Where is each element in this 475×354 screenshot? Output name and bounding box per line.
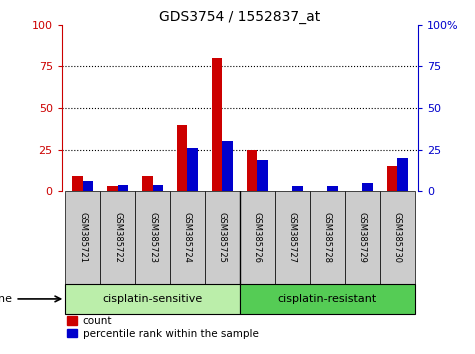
Bar: [327, 187, 338, 192]
Text: GSM385725: GSM385725: [218, 212, 227, 263]
Title: GDS3754 / 1552837_at: GDS3754 / 1552837_at: [159, 10, 321, 24]
Text: cisplatin-resistant: cisplatin-resistant: [277, 294, 377, 304]
Bar: [188, 148, 198, 192]
Text: cisplatin-sensitive: cisplatin-sensitive: [103, 294, 203, 304]
Bar: [222, 142, 233, 192]
Bar: [397, 158, 408, 192]
Text: GSM385726: GSM385726: [253, 212, 262, 263]
Bar: [72, 177, 83, 192]
Bar: [135, 192, 170, 284]
Bar: [240, 192, 275, 284]
Bar: [387, 166, 397, 192]
Bar: [177, 125, 188, 192]
Bar: [118, 185, 128, 192]
Text: GSM385723: GSM385723: [148, 212, 157, 263]
Text: GSM385724: GSM385724: [183, 212, 192, 263]
Text: GSM385729: GSM385729: [358, 212, 367, 263]
Bar: [292, 187, 303, 192]
Bar: [83, 182, 93, 192]
Bar: [240, 284, 415, 314]
Bar: [205, 192, 240, 284]
Legend: count, percentile rank within the sample: count, percentile rank within the sample: [67, 316, 258, 338]
Bar: [152, 185, 163, 192]
Bar: [345, 192, 380, 284]
Text: GSM385722: GSM385722: [113, 212, 122, 263]
Bar: [100, 192, 135, 284]
Bar: [362, 183, 372, 192]
Text: GSM385721: GSM385721: [78, 212, 87, 263]
Bar: [380, 192, 415, 284]
Text: GSM385727: GSM385727: [288, 212, 297, 263]
Bar: [142, 177, 152, 192]
Bar: [310, 192, 345, 284]
Bar: [65, 284, 240, 314]
Text: cell line: cell line: [0, 294, 61, 304]
Bar: [275, 192, 310, 284]
Bar: [170, 192, 205, 284]
Text: GSM385728: GSM385728: [323, 212, 332, 263]
Bar: [107, 187, 118, 192]
Bar: [65, 192, 100, 284]
Text: GSM385730: GSM385730: [392, 212, 401, 263]
Bar: [257, 160, 268, 192]
Bar: [247, 150, 257, 192]
Bar: [212, 58, 222, 192]
